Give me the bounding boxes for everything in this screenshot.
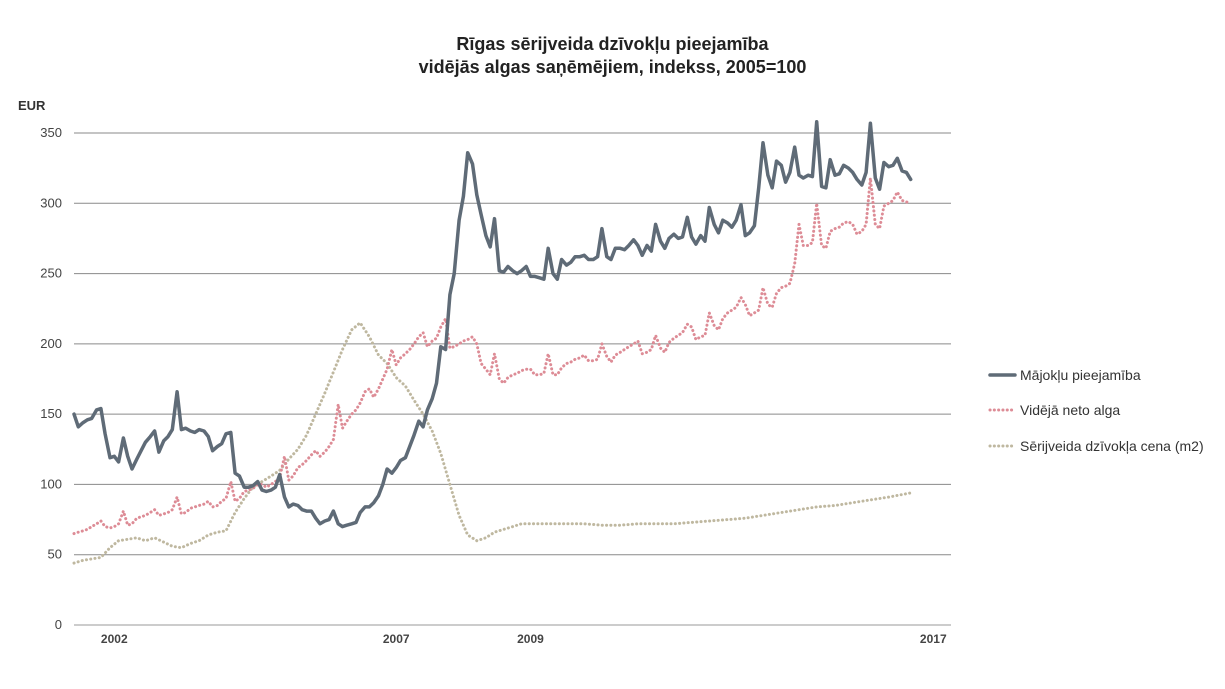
legend-label: Mājokļu pieejamība: [1020, 367, 1141, 383]
legend-label: Sērijveida dzīvokļa cena (m2): [1020, 438, 1204, 454]
x-tick-label: 2017: [920, 632, 947, 646]
y-tick-label: 350: [40, 125, 62, 140]
series-line-2: [72, 176, 913, 536]
y-tick-label: 50: [48, 547, 62, 562]
x-tick-label: 2009: [517, 632, 544, 646]
y-tick-label: 300: [40, 195, 62, 210]
y-tick-label: 250: [40, 266, 62, 281]
chart-subtitle: vidējās algas saņēmējiem, indekss, 2005=…: [418, 57, 807, 77]
series-line-3: [72, 321, 913, 565]
legend-label: Vidējā neto alga: [1020, 402, 1120, 418]
grid-lines: [74, 132, 951, 626]
x-tick-label: 2002: [101, 632, 128, 646]
y-tick-label: 200: [40, 336, 62, 351]
y-tick-label: 100: [40, 476, 62, 491]
y-tick-label: 150: [40, 406, 62, 421]
chart-title: Rīgas sērijveida dzīvokļu pieejamība: [456, 34, 769, 54]
axes: 0 50 100 150 200 250 300 350 EUR 2002 2007 2009 2017: [18, 98, 947, 646]
series-line-1: [72, 120, 913, 529]
legend: Mājokļu pieejamība Vidējā neto alga Sērijv…: [988, 367, 1204, 454]
x-tick-label: 2007: [383, 632, 410, 646]
y-tick-label: 0: [55, 617, 62, 632]
series-lines: [72, 120, 913, 565]
y-axis-label: EUR: [18, 98, 46, 113]
